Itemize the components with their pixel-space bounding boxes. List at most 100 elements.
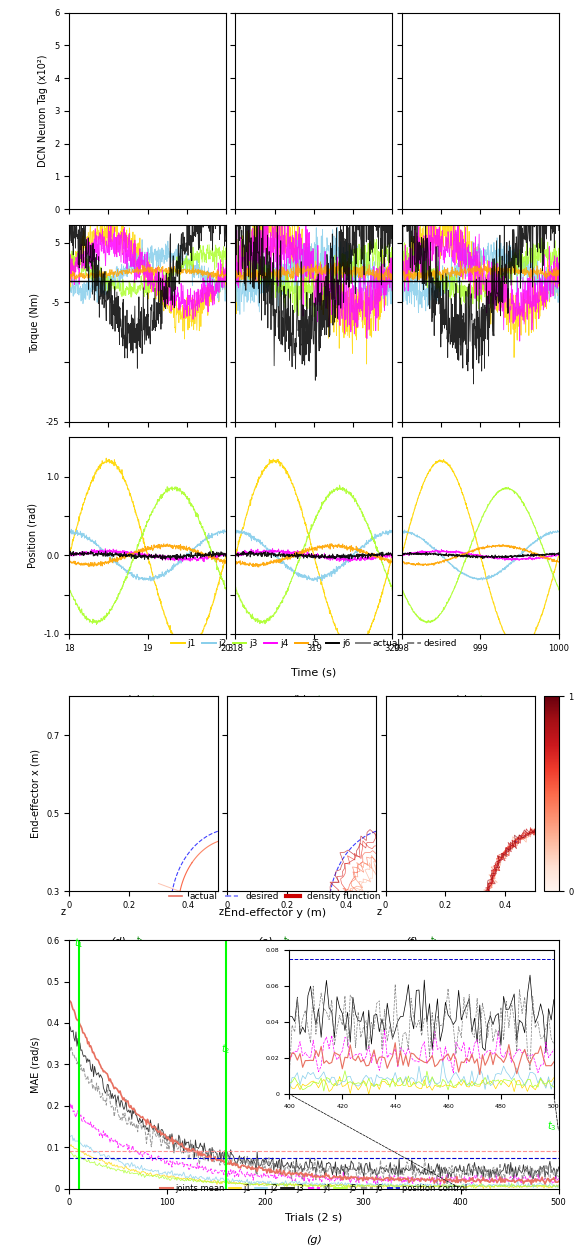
- Point: [442, 56, 451, 76]
- Point: [70, 51, 79, 71]
- Point: [161, 156, 170, 176]
- Point: [551, 15, 560, 35]
- Point: [337, 169, 346, 189]
- Point: [480, 102, 489, 122]
- Point: [553, 55, 562, 75]
- Point: [107, 61, 116, 81]
- Point: [452, 6, 461, 26]
- Point: [73, 42, 82, 62]
- Point: [365, 121, 374, 141]
- Point: [535, 30, 544, 50]
- Point: [188, 21, 198, 41]
- Point: [109, 174, 119, 194]
- Point: [165, 86, 175, 106]
- Point: [275, 184, 284, 204]
- Point: [467, 50, 476, 70]
- Point: [491, 179, 500, 199]
- Point: [206, 112, 215, 132]
- Point: [137, 169, 146, 189]
- Point: [529, 164, 539, 184]
- Point: [487, 58, 496, 78]
- Point: [503, 174, 512, 194]
- Point: [181, 91, 191, 111]
- Point: [82, 66, 91, 86]
- Point: [374, 145, 384, 165]
- Point: [491, 148, 500, 168]
- Point: [436, 78, 445, 98]
- Point: [425, 82, 434, 102]
- Point: [105, 188, 114, 208]
- Point: [158, 152, 167, 173]
- Point: [476, 15, 486, 35]
- Point: [333, 127, 342, 148]
- Point: [282, 155, 291, 175]
- Point: [217, 121, 226, 141]
- Point: [150, 96, 160, 116]
- Point: [121, 80, 130, 100]
- Point: [425, 19, 434, 39]
- Point: [67, 48, 77, 68]
- Point: [544, 2, 554, 22]
- Point: [448, 22, 457, 42]
- Point: [129, 158, 138, 177]
- Point: [464, 10, 473, 30]
- Point: [424, 99, 433, 119]
- Point: [92, 28, 101, 48]
- Point: [465, 99, 474, 119]
- Point: [519, 66, 528, 86]
- Point: [505, 74, 514, 94]
- Point: [515, 15, 524, 35]
- Point: [297, 173, 306, 192]
- Point: [195, 46, 204, 66]
- Point: [490, 179, 499, 199]
- Point: [508, 69, 517, 89]
- Point: [105, 180, 114, 200]
- Point: [79, 160, 88, 180]
- Point: [501, 80, 510, 100]
- Point: [507, 30, 517, 50]
- Point: [388, 40, 397, 60]
- Point: [449, 42, 458, 62]
- Point: [449, 132, 458, 152]
- Point: [188, 16, 197, 36]
- Point: [161, 26, 170, 46]
- Point: [411, 95, 420, 115]
- Point: [204, 186, 213, 206]
- Point: [461, 104, 470, 124]
- Point: [218, 92, 228, 112]
- Point: [127, 71, 136, 91]
- Point: [160, 174, 169, 194]
- Point: [470, 66, 479, 86]
- Point: [156, 34, 165, 54]
- Point: [73, 52, 82, 72]
- Point: [436, 29, 445, 49]
- Point: [289, 64, 298, 84]
- Point: [490, 102, 499, 122]
- Point: [416, 122, 425, 142]
- Point: [204, 135, 213, 155]
- Point: [458, 58, 467, 78]
- Point: [275, 111, 284, 131]
- Point: [170, 40, 180, 60]
- Point: [172, 186, 181, 206]
- Point: [268, 198, 278, 217]
- Point: [450, 56, 460, 76]
- Point: [196, 151, 205, 171]
- Point: [520, 22, 529, 42]
- Point: [548, 5, 557, 25]
- Point: [325, 158, 334, 177]
- Point: [127, 94, 136, 114]
- Point: [338, 92, 347, 112]
- Point: [195, 188, 204, 208]
- Point: [292, 66, 301, 86]
- Point: [379, 94, 388, 114]
- Point: [350, 61, 359, 81]
- Point: [108, 181, 118, 201]
- Point: [309, 150, 319, 170]
- Point: [483, 152, 492, 173]
- Point: [114, 98, 123, 118]
- Point: [152, 145, 161, 165]
- Point: [462, 35, 471, 55]
- Point: [524, 46, 533, 66]
- Point: [260, 31, 269, 51]
